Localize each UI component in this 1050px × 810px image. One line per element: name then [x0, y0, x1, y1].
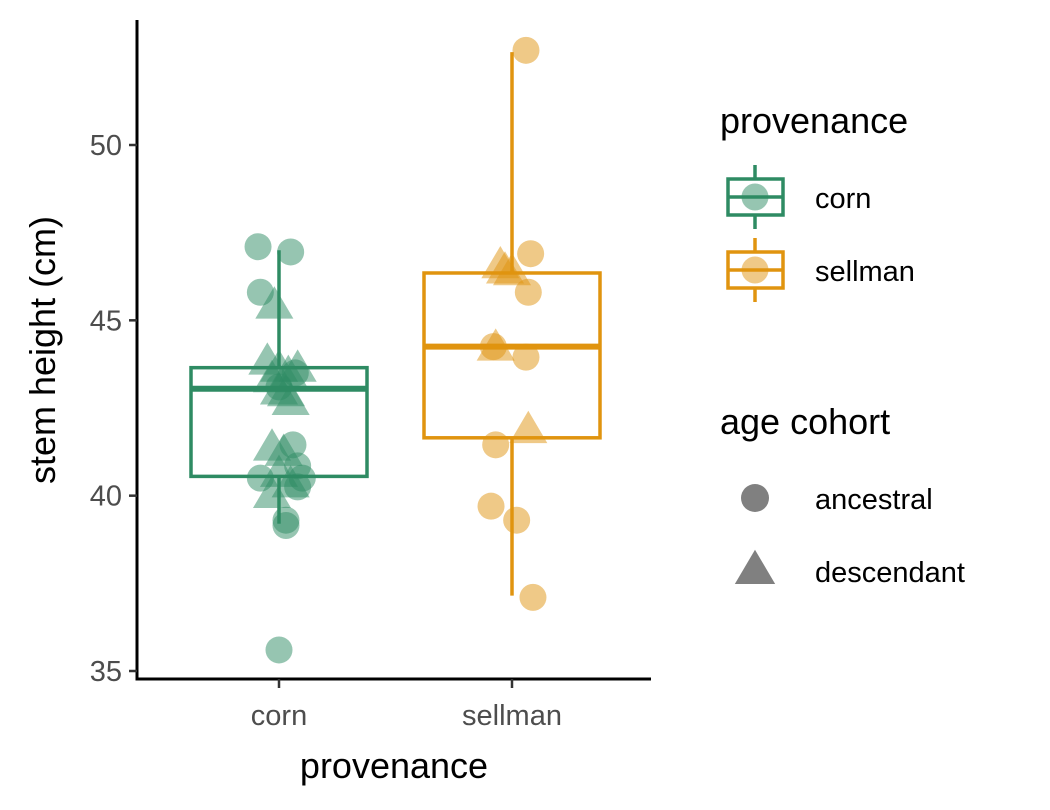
point-sellman-ancestral [514, 278, 542, 306]
point-sellman-ancestral [482, 431, 510, 459]
box [422, 271, 602, 440]
x-tick-label: corn [251, 700, 307, 732]
point-sellman-descendant [509, 410, 548, 444]
legend-age-cohort: age cohort ancestral descendant [720, 401, 965, 589]
point-corn-ancestral [265, 636, 293, 664]
legend-key-sellman: sellman [726, 238, 915, 302]
legend-key-corn: corn [726, 165, 871, 229]
y-axis-title: stem height (cm) [22, 216, 63, 484]
point-sellman-ancestral [503, 506, 531, 534]
point-sellman-descendant [476, 328, 515, 361]
data-points [244, 36, 548, 664]
y-tick-label: 50 [90, 130, 122, 162]
y-tick-label: 35 [90, 656, 122, 688]
point-sellman-ancestral [512, 343, 540, 371]
legend-title: provenance [720, 100, 908, 141]
boxes [189, 52, 602, 596]
point-corn-descendant [264, 433, 303, 466]
x-tick-label: sellman [462, 700, 562, 732]
legend-triangle-icon [734, 549, 776, 584]
x-axis-title: provenance [300, 745, 488, 786]
legend-point [741, 256, 769, 284]
x-axis-ticks: corn sellman [251, 679, 562, 732]
point-corn-ancestral [272, 511, 300, 539]
legend-label: sellman [815, 256, 915, 288]
legend-point [741, 183, 769, 211]
point-corn-descendant [255, 286, 294, 319]
legend-key-descendant: descendant [734, 549, 965, 589]
plot-panel: 35 40 45 50 corn sellman [90, 20, 651, 732]
boxplot-sellman [422, 52, 602, 596]
legend-title: age cohort [720, 401, 890, 442]
legend-label: descendant [815, 557, 965, 589]
legend-circle-icon [741, 484, 769, 512]
legend-label: corn [815, 183, 871, 215]
point-sellman-ancestral [519, 583, 547, 611]
point-corn-descendant [252, 475, 292, 508]
legend-key-ancestral: ancestral [741, 484, 933, 516]
y-tick-label: 40 [90, 481, 122, 513]
y-axis-ticks: 35 40 45 50 [90, 130, 137, 688]
point-sellman-ancestral [517, 240, 545, 268]
point-corn-ancestral [277, 238, 305, 266]
point-sellman-descendant [492, 252, 532, 286]
point-sellman-ancestral [477, 492, 505, 520]
point-corn-descendant [271, 382, 310, 416]
point-sellman-ancestral [512, 36, 540, 64]
point-corn-ancestral [244, 233, 272, 261]
y-tick-label: 45 [90, 305, 122, 337]
point-corn-descendant [271, 465, 310, 498]
legend-label: ancestral [815, 484, 933, 516]
legend-provenance: provenance corn sellman [720, 100, 915, 302]
